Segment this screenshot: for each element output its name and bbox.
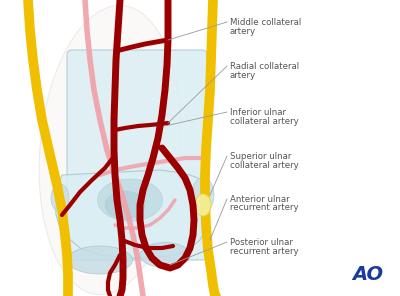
Ellipse shape: [98, 179, 162, 221]
Ellipse shape: [39, 5, 181, 295]
Text: collateral artery: collateral artery: [230, 117, 299, 126]
Text: Anterior ulnar: Anterior ulnar: [230, 195, 290, 204]
Polygon shape: [55, 170, 210, 258]
Ellipse shape: [51, 184, 69, 212]
Text: Posterior ulnar: Posterior ulnar: [230, 238, 293, 247]
Ellipse shape: [192, 178, 214, 213]
Ellipse shape: [195, 194, 211, 216]
FancyBboxPatch shape: [67, 50, 207, 260]
Text: Inferior ulnar: Inferior ulnar: [230, 108, 286, 117]
Text: Radial collateral: Radial collateral: [230, 62, 299, 71]
Text: artery: artery: [230, 70, 256, 80]
Text: collateral artery: collateral artery: [230, 160, 299, 170]
Text: Superior ulnar: Superior ulnar: [230, 152, 291, 161]
Text: AO: AO: [352, 266, 384, 284]
Ellipse shape: [105, 191, 145, 219]
Ellipse shape: [140, 242, 190, 268]
Text: recurrent artery: recurrent artery: [230, 247, 299, 255]
Text: artery: artery: [230, 27, 256, 36]
Ellipse shape: [68, 246, 132, 274]
Text: Middle collateral: Middle collateral: [230, 18, 301, 27]
Text: recurrent artery: recurrent artery: [230, 204, 299, 213]
